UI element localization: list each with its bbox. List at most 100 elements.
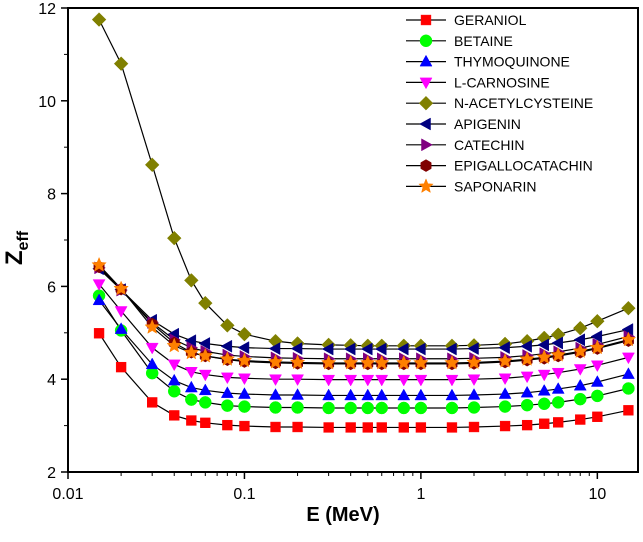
data-point [91,12,107,27]
data-point [573,378,587,391]
data-point [550,346,566,362]
data-point [238,400,251,413]
data-point [621,352,635,365]
y-tick-label: 2 [47,465,56,482]
data-point [198,369,212,382]
data-point [375,374,389,387]
data-point [551,367,565,380]
y-tick-label: 8 [47,187,56,204]
data-point [445,342,457,356]
legend-marker [419,54,433,67]
legend-label: GERANIOL [454,12,527,28]
legend-label: L-CARNOSINE [454,74,550,90]
y-tick-label: 4 [47,372,56,389]
data-point [320,354,337,370]
data-point [537,397,551,411]
data-point [221,399,234,412]
data-point [145,357,159,370]
y-axis-title-sub: eff [15,230,32,250]
data-point [620,331,637,347]
data-point [537,369,551,382]
data-point [114,322,128,334]
data-point [200,417,211,428]
data-point [590,313,605,329]
data-point [291,401,304,414]
data-point [362,422,373,433]
data-point [323,422,334,433]
data-point [376,422,387,433]
data-point [498,373,512,386]
y-tick-label: 10 [38,94,56,111]
data-point [145,342,159,355]
data-point [590,375,604,387]
data-point [444,354,460,370]
data-point [415,422,427,433]
data-point [466,354,482,370]
data-point [373,354,390,370]
data-point [343,342,356,356]
data-point [539,418,550,429]
data-point [197,347,214,363]
data-point [361,401,375,415]
x-tick-label: 0.1 [233,486,255,503]
data-point [184,380,198,393]
data-point [342,354,359,370]
data-point [289,354,306,370]
data-point [445,374,459,387]
data-point [414,388,428,401]
data-point [92,293,106,306]
data-point [413,354,429,370]
data-point [575,414,586,425]
data-point [537,338,549,352]
data-point [397,388,411,401]
data-point [572,320,588,336]
x-tick-label: 10 [588,486,606,503]
data-point [521,419,533,431]
legend-label: N-ACETYLCYSTEINE [454,95,593,111]
legend-marker [419,117,431,131]
data-point [360,342,373,356]
legend-label: CATECHIN [454,137,525,153]
legend-item-thymoquinone: THYMOQUINONE [406,54,570,70]
data-point [144,319,160,334]
data-point [166,230,182,246]
data-point [186,415,197,426]
data-point [375,388,389,401]
data-point [322,401,335,415]
data-point [113,280,129,296]
data-point [446,422,458,433]
data-point [537,383,551,396]
series-points-geraniol [93,328,634,433]
data-point [621,300,636,316]
data-point [220,318,235,333]
series-markers [91,12,637,433]
data-point [198,295,213,311]
data-point [93,328,105,339]
data-point [468,421,480,433]
data-point [268,342,281,356]
data-point [291,388,304,400]
data-point [167,359,181,372]
data-point [498,341,510,355]
data-point [467,401,481,414]
data-point [396,354,412,370]
data-point [360,354,376,370]
legend-marker [418,178,434,194]
data-point [573,333,585,347]
series-points-saponarin [91,256,637,370]
data-point [499,420,511,432]
data-point [239,420,250,432]
data-point [467,388,481,400]
data-point [361,388,375,401]
data-point [183,344,200,360]
data-point [591,389,604,403]
data-point [623,405,634,416]
data-point [322,374,336,387]
plot-area [67,7,639,473]
data-point [237,326,252,342]
data-point [322,388,336,401]
data-point [622,382,635,395]
data-point [414,342,426,356]
data-point [467,342,479,356]
